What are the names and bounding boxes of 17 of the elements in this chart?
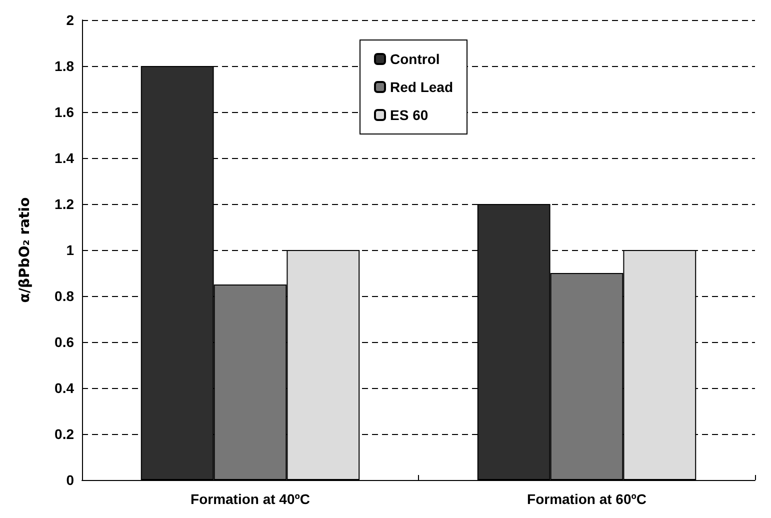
x-tick-label: Formation at 40ºC xyxy=(190,491,310,507)
y-tick-label: 1.4 xyxy=(54,150,74,166)
y-tick-label: 1 xyxy=(66,242,74,258)
legend-label: Control xyxy=(390,51,440,67)
y-axis-title: α/βPbO₂ ratio xyxy=(17,196,33,303)
y-tick-label: 1.2 xyxy=(54,196,74,212)
y-tick-label: 1.6 xyxy=(54,104,74,120)
y-tick-label: 0.6 xyxy=(54,334,74,350)
y-tick-label: 1.8 xyxy=(54,58,74,74)
y-tick-label: 0.8 xyxy=(54,288,74,304)
y-tick-label: 0.4 xyxy=(54,380,74,396)
y-tick-label: 0 xyxy=(66,472,74,488)
x-tick-label: Formation at 60ºC xyxy=(527,491,646,507)
legend-label: Red Lead xyxy=(390,79,454,95)
legend-label: ES 60 xyxy=(390,107,428,123)
y-tick-label: 2 xyxy=(66,12,74,28)
y-tick-label: 0.2 xyxy=(54,426,74,442)
